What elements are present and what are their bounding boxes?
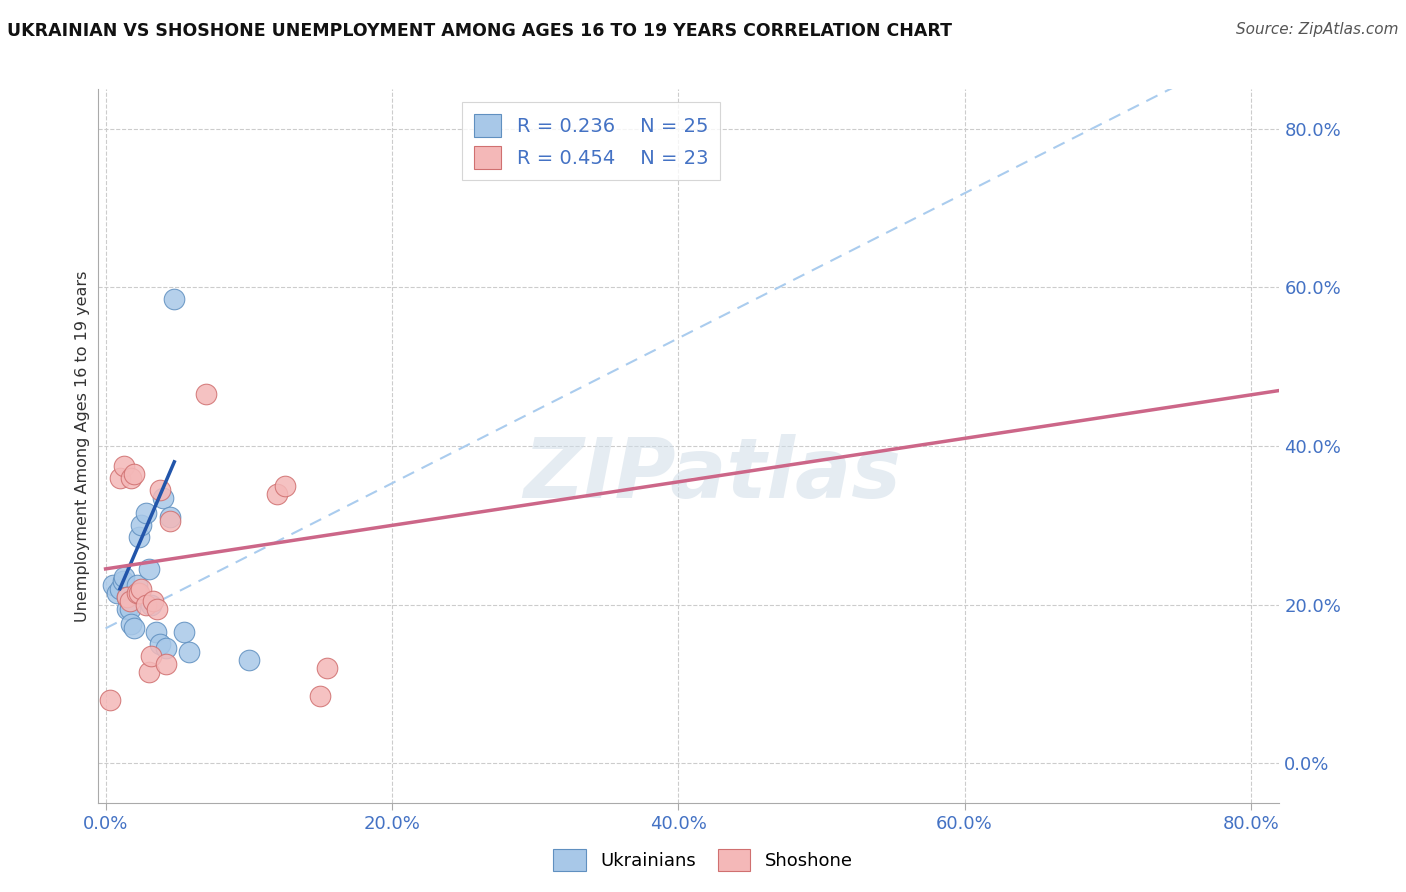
Point: [120, 617, 142, 632]
Point: [135, 507, 157, 521]
Point: [125, 578, 148, 592]
Point: [152, 491, 174, 505]
Point: [101, 578, 124, 592]
Point: [159, 514, 181, 528]
Point: [309, 689, 332, 703]
Point: [128, 530, 150, 544]
Point: [108, 582, 131, 596]
Point: [149, 637, 172, 651]
Point: [112, 458, 135, 473]
Point: [112, 570, 135, 584]
Point: [115, 590, 138, 604]
Point: [138, 562, 160, 576]
Point: [316, 661, 339, 675]
Point: [135, 598, 157, 612]
Point: [125, 585, 148, 599]
Point: [173, 625, 195, 640]
Point: [163, 293, 186, 307]
Point: [155, 641, 177, 656]
Point: [146, 601, 169, 615]
Point: [141, 649, 163, 664]
Point: [118, 601, 141, 615]
Point: [105, 585, 128, 599]
Point: [238, 653, 260, 667]
Point: [266, 486, 288, 500]
Point: [141, 598, 163, 612]
Point: [120, 471, 142, 485]
Point: [131, 518, 153, 533]
Point: [155, 657, 177, 671]
Text: UKRAINIAN VS SHOSHONE UNEMPLOYMENT AMONG AGES 16 TO 19 YEARS CORRELATION CHART: UKRAINIAN VS SHOSHONE UNEMPLOYMENT AMONG…: [7, 22, 952, 40]
Point: [177, 645, 200, 659]
Point: [122, 621, 145, 635]
Point: [115, 590, 138, 604]
Point: [145, 625, 167, 640]
Point: [273, 478, 295, 492]
Point: [131, 582, 153, 596]
Y-axis label: Unemployment Among Ages 16 to 19 years: Unemployment Among Ages 16 to 19 years: [75, 270, 90, 622]
Legend: R = 0.236    N = 25, R = 0.454    N = 23: R = 0.236 N = 25, R = 0.454 N = 23: [463, 103, 720, 180]
Point: [138, 665, 160, 679]
Point: [111, 574, 134, 588]
Text: Source: ZipAtlas.com: Source: ZipAtlas.com: [1236, 22, 1399, 37]
Legend: Ukrainians, Shoshone: Ukrainians, Shoshone: [546, 842, 860, 879]
Point: [108, 471, 131, 485]
Point: [98, 692, 121, 706]
Point: [149, 483, 172, 497]
Point: [128, 585, 150, 599]
Point: [142, 593, 165, 607]
Point: [122, 467, 145, 481]
Point: [159, 510, 181, 524]
Point: [115, 601, 138, 615]
Point: [194, 387, 217, 401]
Point: [118, 593, 141, 607]
Text: ZIPatlas: ZIPatlas: [523, 434, 901, 515]
